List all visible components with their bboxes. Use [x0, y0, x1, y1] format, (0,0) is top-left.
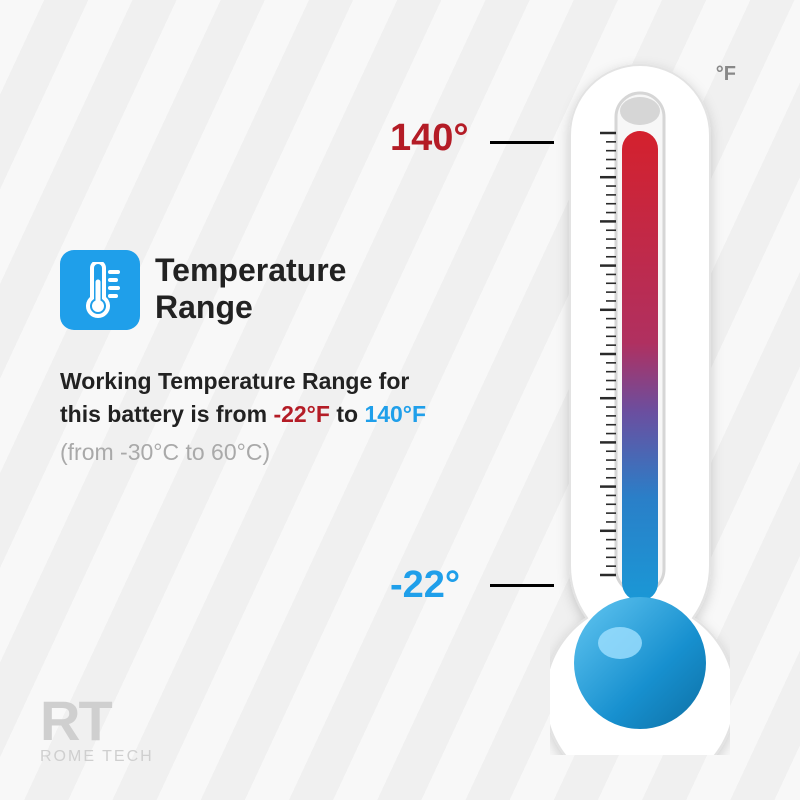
infographic-content: Temperature Range Working Temperature Ra… [0, 0, 800, 800]
thermometer-svg [550, 55, 730, 755]
logo-mark: RT [40, 696, 154, 746]
body-text: Working Temperature Range for this batte… [60, 365, 430, 469]
celsius-note: (from -30°C to 60°C) [60, 436, 430, 469]
brand-logo: RT ROME TECH [40, 696, 154, 766]
low-callout: -22° [390, 564, 460, 607]
high-temp-f: 140°F [364, 401, 426, 427]
thermometer-graphic: °F 140° -22° [510, 55, 770, 765]
heading-line1: Temperature [155, 252, 346, 288]
high-tick-line [490, 141, 554, 144]
heading: Temperature Range [155, 252, 346, 326]
logo-text: ROME TECH [40, 748, 154, 766]
body-mid: to [330, 401, 365, 427]
low-tick-line [490, 584, 554, 587]
heading-line2: Range [155, 289, 253, 325]
high-callout: 140° [390, 117, 469, 160]
low-temp-f: -22°F [273, 401, 330, 427]
thermometer-icon [60, 250, 140, 330]
